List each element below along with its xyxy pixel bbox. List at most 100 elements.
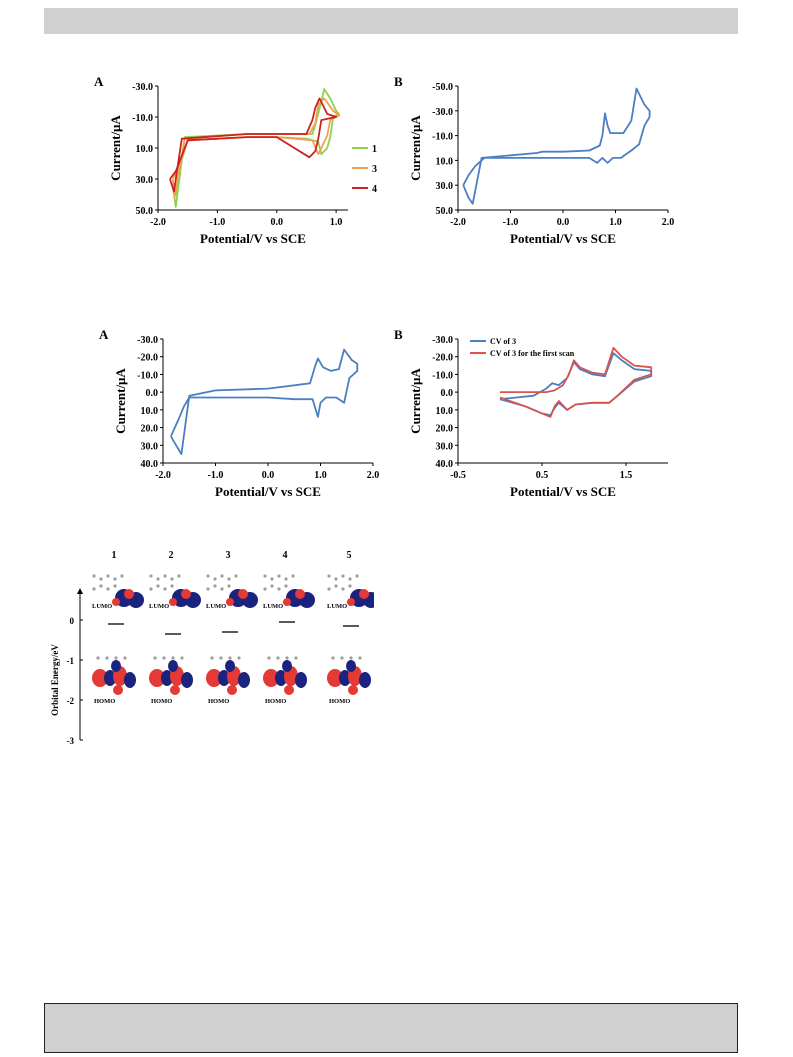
cv-chart-4: B -30.0 -20.0 -10.0 0.0 10.0 20.0 30.0 40.0-0.5 0…: [394, 327, 668, 499]
atom: [149, 587, 153, 591]
atom: [220, 574, 224, 578]
orbital-lobe: [283, 598, 291, 606]
y-tick-label: -10.0: [132, 113, 153, 124]
atom: [277, 574, 281, 578]
atom: [170, 577, 174, 581]
panel-label: A: [94, 74, 104, 89]
orbital-lobe: [282, 660, 292, 672]
atom: [206, 574, 210, 578]
homo-orbital-image: [327, 656, 371, 695]
orbital-lobe: [284, 685, 294, 695]
atom: [227, 577, 231, 581]
x-tick-label: 1.0: [609, 217, 622, 228]
compound-label: 4: [283, 550, 288, 561]
energy-tick-label: -3: [67, 736, 75, 746]
atom: [234, 574, 238, 578]
y-tick-label: 50.0: [436, 206, 454, 217]
y-tick-label: 10.0: [436, 156, 454, 167]
atom: [114, 656, 118, 660]
x-tick-label: 0.0: [271, 217, 284, 228]
chart-panel-1: A -30.0 -10.0 10.0 30.0 50.0 -2.0 -1.0 0.0 1.0 Pot…: [90, 72, 380, 262]
homo-label: HOMO: [151, 698, 172, 705]
atom: [285, 656, 289, 660]
y-tick-label: -30.0: [432, 107, 453, 118]
atom: [340, 656, 344, 660]
orbital-lobe: [339, 670, 351, 686]
atom: [348, 584, 352, 588]
orbital-lobe: [112, 598, 120, 606]
atom: [163, 574, 167, 578]
atom: [267, 656, 271, 660]
panel-label: B: [394, 327, 403, 342]
lumo-orbital-image: [92, 574, 144, 608]
homo-orbital-image: [263, 656, 307, 695]
atom: [120, 574, 124, 578]
orbital-lobe: [111, 660, 121, 672]
orbital-lobe: [181, 589, 191, 599]
y-tick-label: 20.0: [436, 424, 454, 435]
atom: [334, 577, 338, 581]
y-tick-label: 30.0: [436, 441, 454, 452]
orbital-lobe: [170, 685, 180, 695]
cv-chart-1: A -30.0 -10.0 10.0 30.0 50.0-2.0 -1.0 0.0 1.0 Pot…: [94, 74, 377, 246]
atom: [105, 656, 109, 660]
homo-orbital-image: [149, 656, 193, 695]
atom: [358, 656, 362, 660]
orbital-lobe: [113, 685, 123, 695]
orbital-energy-diagram: 0 -1 -2 -3 Orbital Energy/eV 1 LUMO HOMO 2 LUMO HO…: [44, 548, 379, 809]
atom: [355, 574, 359, 578]
y-tick-label: -30.0: [137, 335, 158, 346]
orbital-lobe: [124, 589, 134, 599]
y-tick-label: 10.0: [436, 406, 454, 417]
atom: [348, 577, 352, 581]
orbital-lobe: [226, 598, 234, 606]
energy-tick-label: 0: [70, 616, 75, 626]
lumo-orbital-image: [149, 574, 201, 608]
x-tick-label: -2.0: [150, 217, 166, 228]
atom: [92, 574, 96, 578]
atom: [156, 577, 160, 581]
orbital-lobe: [92, 669, 108, 687]
compound-label: 2: [169, 550, 174, 561]
x-tick-label: 1.0: [314, 470, 327, 481]
lumo-label: LUMO: [263, 603, 283, 610]
orbital-lobe: [348, 685, 358, 695]
lumo-label: LUMO: [206, 603, 226, 610]
orbital-lobe: [359, 672, 371, 688]
orbital-lobe: [206, 669, 222, 687]
atom: [171, 656, 175, 660]
atom: [162, 656, 166, 660]
x-tick-label: 1.0: [330, 217, 343, 228]
homo-label: HOMO: [94, 698, 115, 705]
energy-axis-label: Orbital Energy/eV: [50, 644, 60, 716]
atom: [106, 574, 110, 578]
legend-label: 4: [372, 184, 377, 195]
atom: [213, 584, 217, 588]
orbital-lobe: [168, 660, 178, 672]
lumo-label: LUMO: [149, 603, 169, 610]
atom: [228, 656, 232, 660]
atom: [180, 656, 184, 660]
atom: [177, 574, 181, 578]
orbital-lobe: [225, 660, 235, 672]
x-tick-label: 0.5: [536, 470, 549, 481]
page-header-bar: [44, 8, 738, 34]
atom: [170, 584, 174, 588]
atom: [219, 656, 223, 660]
energy-axis-arrow: [77, 588, 83, 594]
legend-label: 1: [372, 144, 377, 155]
x-axis-label: Potential/V vs SCE: [215, 484, 321, 499]
y-tick-label: -20.0: [432, 353, 453, 364]
orbital-lobe: [275, 670, 287, 686]
homo-orbital-image: [92, 656, 136, 695]
orbital-lobe: [104, 670, 116, 686]
y-tick-label: 40.0: [436, 459, 454, 470]
atom: [99, 577, 103, 581]
chart-panel-4: B -30.0 -20.0 -10.0 0.0 10.0 20.0 30.0 40.0 -0.5 0…: [390, 325, 690, 515]
atom: [99, 584, 103, 588]
atom: [327, 574, 331, 578]
y-tick-label: 30.0: [436, 181, 454, 192]
series-line-1: [170, 348, 359, 456]
series-line-3: [169, 97, 338, 193]
orbital-lobe: [263, 669, 279, 687]
